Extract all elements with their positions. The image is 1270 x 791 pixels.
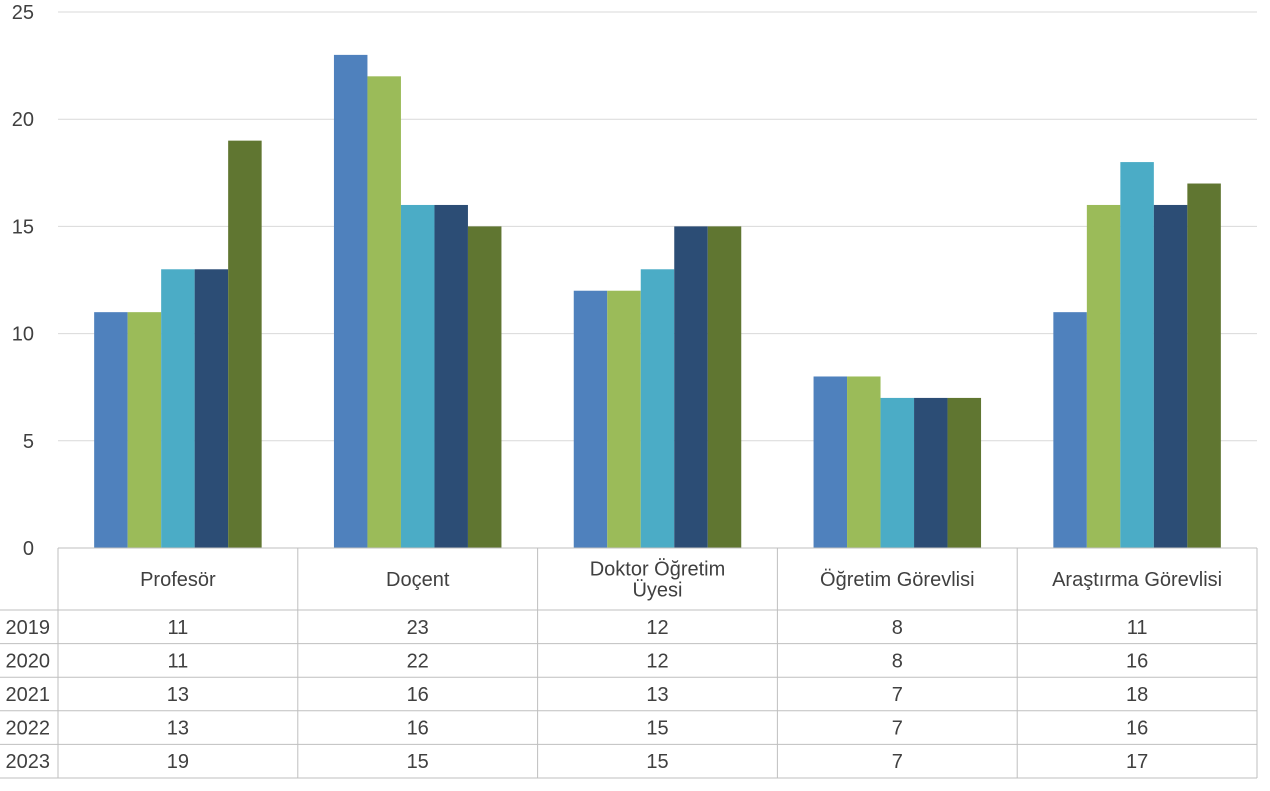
series-name: 2020 <box>6 650 51 672</box>
bar <box>880 397 915 548</box>
data-label: 11 <box>168 617 189 639</box>
data-label: 8 <box>892 650 903 672</box>
bar <box>573 290 608 548</box>
bar <box>127 312 162 548</box>
data-label: 11 <box>1127 617 1148 639</box>
y-tick-label: 20 <box>12 109 34 131</box>
bar <box>1053 312 1087 548</box>
y-axis-tick-labels: 0 5 10 15 20 25 <box>12 2 34 560</box>
data-label: 12 <box>646 650 668 672</box>
data-label: 23 <box>407 617 429 639</box>
bar <box>914 397 948 548</box>
series-name: 2019 <box>6 617 51 639</box>
category-label: Doktor Öğretim <box>590 559 726 581</box>
bar <box>640 269 675 548</box>
series-name: 2023 <box>6 751 51 773</box>
category-label: Öğretim Görevlisi <box>820 569 974 591</box>
bar <box>161 269 195 548</box>
bar <box>194 269 229 548</box>
bar <box>674 226 708 548</box>
y-tick-label: 5 <box>23 431 34 453</box>
bar <box>707 226 742 548</box>
category-label: Araştırma Görevlisi <box>1052 569 1222 591</box>
data-label: 18 <box>1126 684 1148 706</box>
data-label: 15 <box>407 751 429 773</box>
data-label: 8 <box>892 617 903 639</box>
bar <box>847 376 881 548</box>
data-label: 19 <box>167 751 189 773</box>
data-label: 15 <box>646 718 668 740</box>
data-label: 13 <box>167 718 189 740</box>
y-tick-label: 10 <box>12 324 34 346</box>
y-tick-label: 25 <box>12 2 34 24</box>
data-label: 16 <box>1126 650 1148 672</box>
series-name: 2021 <box>6 684 51 706</box>
bar <box>467 226 502 548</box>
data-label: 12 <box>646 617 668 639</box>
bar <box>400 204 435 548</box>
category-label: Üyesi <box>632 580 682 602</box>
data-label: 11 <box>168 650 189 672</box>
bar <box>434 204 468 548</box>
data-label: 16 <box>1126 718 1148 740</box>
data-label: 7 <box>892 751 903 773</box>
y-tick-label: 15 <box>12 216 34 238</box>
bar <box>607 290 641 548</box>
category-label: Profesör <box>140 569 216 591</box>
bar <box>333 54 368 548</box>
bars <box>94 54 1221 548</box>
bar <box>813 376 848 548</box>
data-label: 7 <box>892 684 903 706</box>
bar <box>947 397 982 548</box>
bar <box>94 312 128 548</box>
data-label: 13 <box>167 684 189 706</box>
bar <box>367 76 401 548</box>
bar <box>1120 162 1154 548</box>
bar <box>228 140 262 548</box>
bar <box>1187 183 1221 548</box>
data-label: 17 <box>1126 751 1148 773</box>
data-label: 16 <box>407 684 429 706</box>
data-label: 7 <box>892 718 903 740</box>
series-name: 2022 <box>6 718 51 740</box>
bar <box>1086 204 1121 548</box>
category-label: Doçent <box>386 569 450 591</box>
data-label: 22 <box>407 650 429 672</box>
data-label: 15 <box>646 751 668 773</box>
data-label: 16 <box>407 718 429 740</box>
y-tick-label: 0 <box>23 538 34 560</box>
data-label: 13 <box>646 684 668 706</box>
bar <box>1153 204 1188 548</box>
